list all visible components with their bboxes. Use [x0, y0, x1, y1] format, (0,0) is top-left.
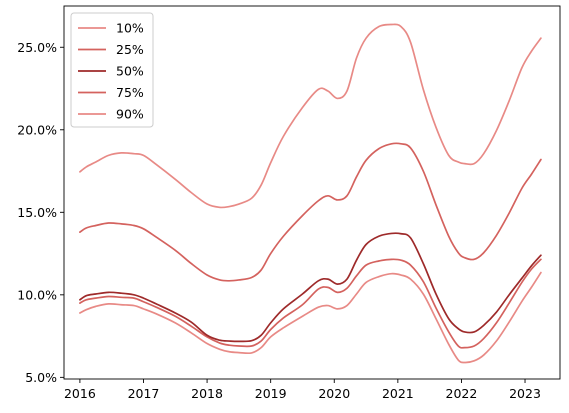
x-tick-label: 2021 — [382, 386, 414, 401]
legend: 10% 25% 50% 75% 90% — [70, 12, 154, 128]
legend-label: 50% — [116, 64, 144, 79]
legend-label: 90% — [116, 107, 144, 122]
series-line-10pct — [79, 271, 542, 364]
y-tick-label: 15.0% — [17, 205, 57, 220]
x-tick-label: 2023 — [509, 386, 541, 401]
x-tick-label: 2016 — [64, 386, 96, 401]
series-lines — [79, 23, 542, 364]
x-tick-label: 2018 — [191, 386, 223, 401]
x-tick-label: 2019 — [255, 386, 287, 401]
x-tick-label: 2017 — [128, 386, 160, 401]
legend-box — [70, 12, 154, 128]
y-tick-label: 5.0% — [25, 370, 57, 385]
y-tick-label: 25.0% — [17, 40, 57, 55]
legend-label: 75% — [116, 85, 144, 100]
legend-label: 25% — [116, 42, 144, 57]
y-tick-label: 20.0% — [17, 122, 57, 137]
series-line-75pct — [79, 142, 542, 282]
y-tick-label: 10.0% — [17, 287, 57, 302]
series-line-25pct — [79, 258, 542, 349]
x-tick-label: 2020 — [318, 386, 350, 401]
series-line-90pct — [79, 23, 542, 209]
legend-label: 10% — [116, 21, 144, 36]
axis-ticks: 2016 2017 2018 2019 2020 2021 2022 2023 5.0% 10.0… — [17, 40, 541, 401]
plot-frame — [63, 5, 561, 380]
series-line-50pct — [79, 232, 542, 343]
x-tick-label: 2022 — [446, 386, 478, 401]
